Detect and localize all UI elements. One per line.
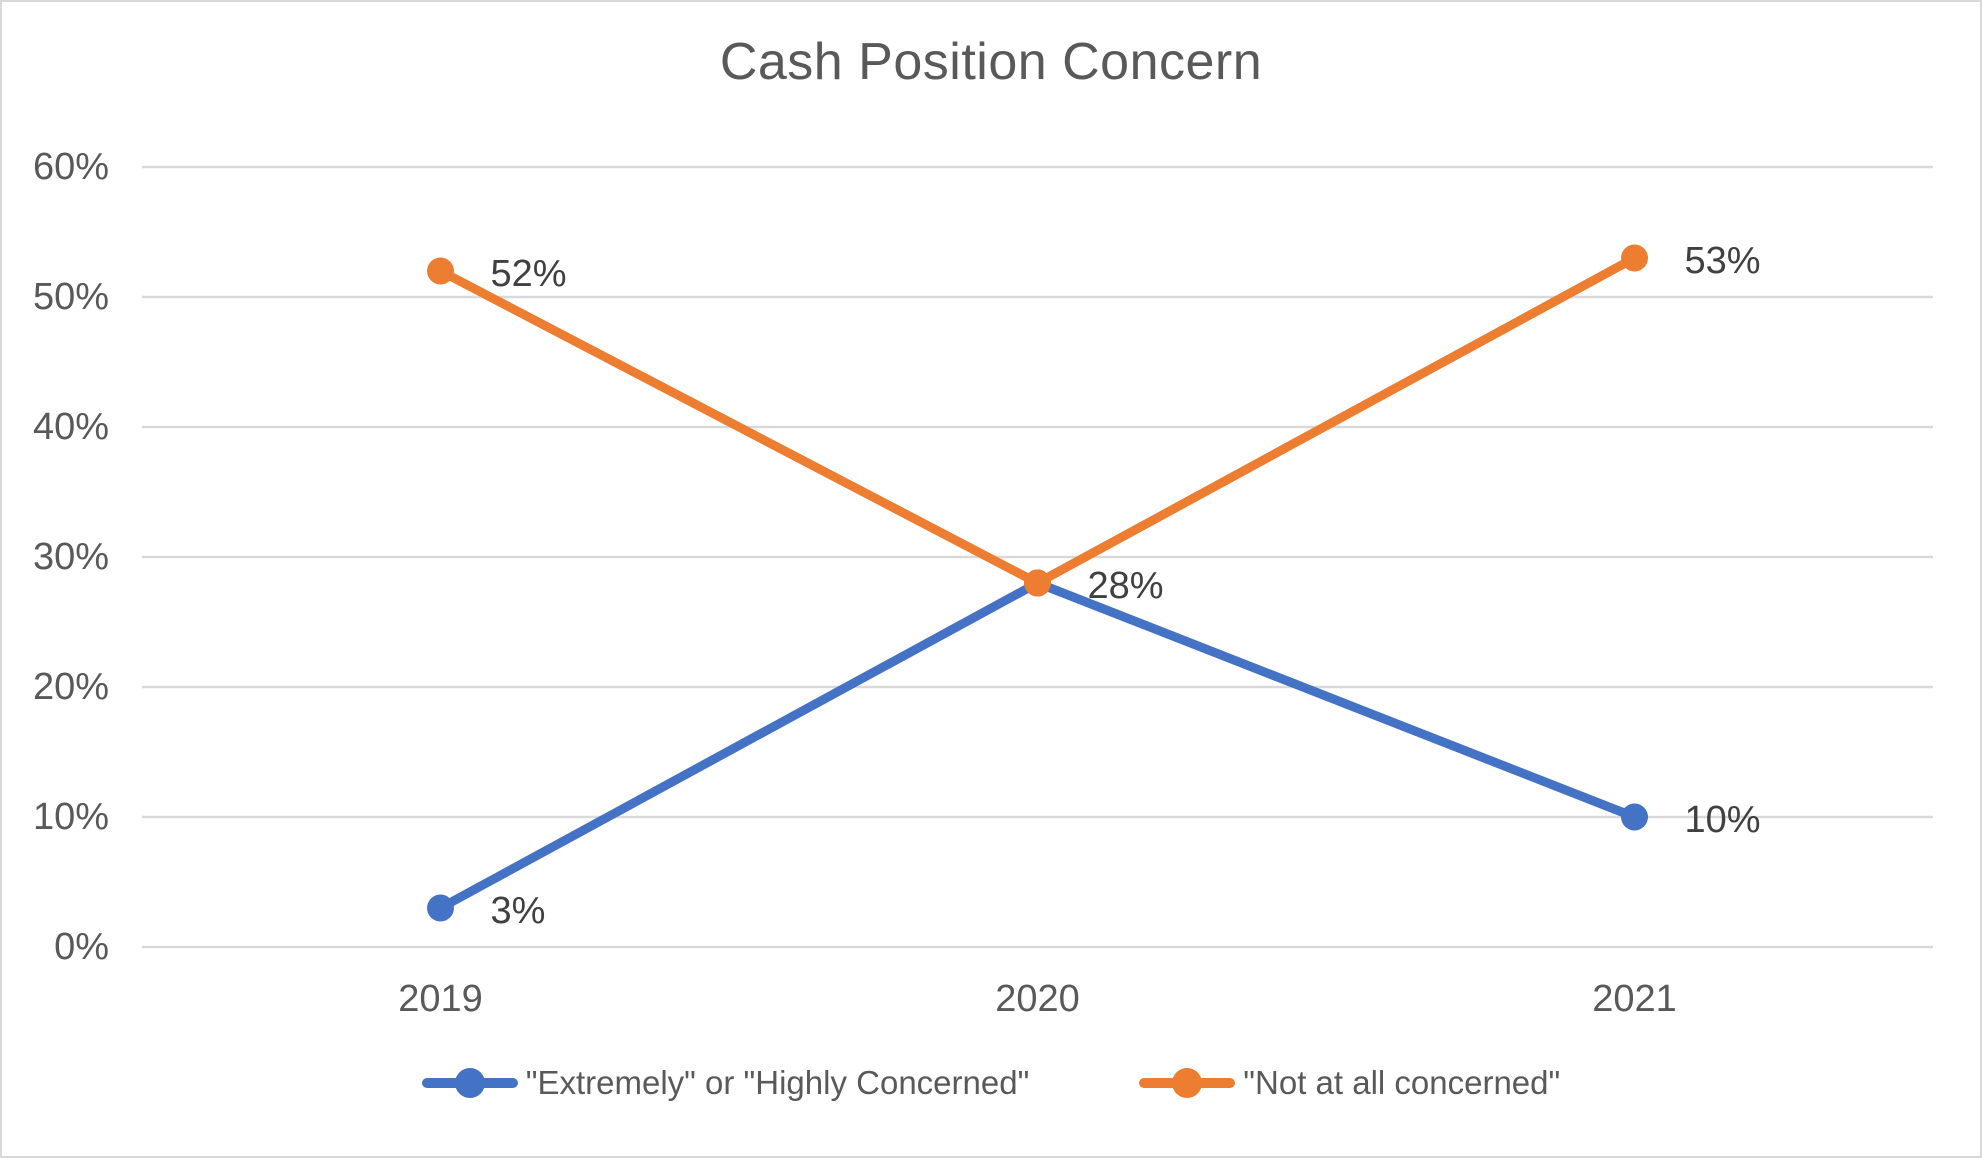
data-point-marker	[427, 894, 454, 922]
chart-title: Cash Position Concern	[719, 33, 1263, 91]
data-point-label: 28%	[1088, 565, 1164, 607]
x-axis-category-label: 2019	[398, 978, 483, 1020]
y-axis-tick-label: 10%	[33, 796, 109, 838]
data-point-label: 10%	[1685, 799, 1761, 841]
x-axis-category-label: 2020	[995, 978, 1080, 1020]
y-axis-tick-label: 50%	[33, 276, 109, 318]
y-axis-tick-label: 0%	[54, 926, 109, 968]
legend-item-not-at-all-concerned: "Not at all concerned"	[1139, 1064, 1560, 1102]
y-axis-tick-label: 40%	[33, 406, 109, 448]
legend-label: "Extremely" or "Highly Concerned"	[525, 1064, 1030, 1101]
y-axis-tick-label: 20%	[33, 666, 109, 708]
series-line-marker-icon	[421, 1068, 518, 1098]
data-point-label: 3%	[491, 890, 546, 932]
y-axis-tick-label: 60%	[33, 146, 109, 188]
legend-item-extremely-highly-concerned: "Extremely" or "Highly Concerned"	[421, 1064, 1030, 1102]
data-point-label: 52%	[491, 253, 567, 295]
data-point-marker	[1024, 569, 1051, 597]
chart-legend: "Extremely" or "Highly Concerned" "Not a…	[2, 1064, 1980, 1102]
y-axis-tick-label: 30%	[33, 536, 109, 578]
series-line-0	[436, 578, 1639, 913]
legend-dot-marker	[454, 1068, 485, 1098]
data-point-marker	[1621, 803, 1648, 831]
legend-label: "Not at all concerned"	[1243, 1064, 1561, 1101]
x-axis-category-label: 2021	[1592, 978, 1677, 1020]
data-point-label: 53%	[1685, 240, 1761, 282]
series-line-1	[436, 253, 1639, 588]
legend-dot-marker	[1172, 1068, 1203, 1098]
data-point-marker	[1621, 244, 1648, 272]
series-line-marker-icon	[1139, 1068, 1236, 1098]
data-point-marker	[427, 257, 454, 285]
